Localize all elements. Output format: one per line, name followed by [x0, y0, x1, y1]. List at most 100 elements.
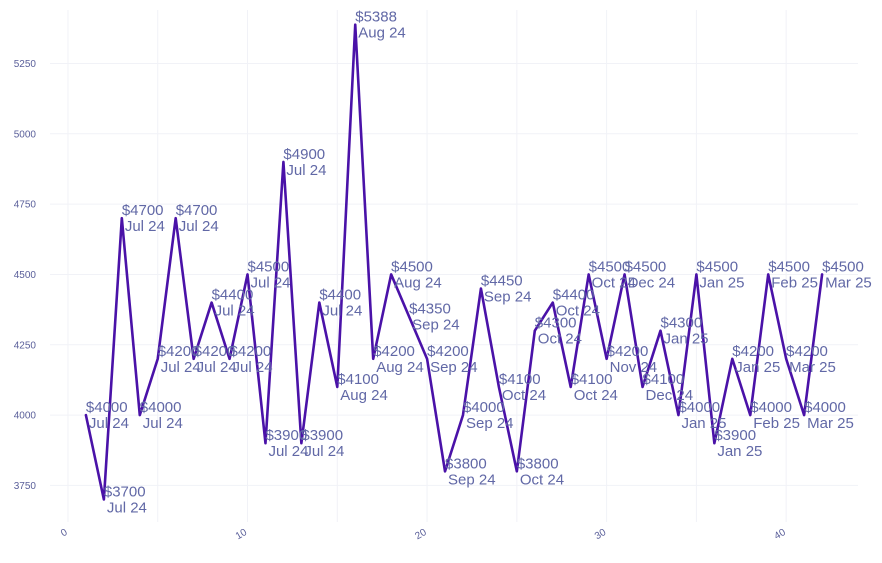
data-label-price: $4000 — [804, 399, 846, 416]
data-label-price: $5388 — [355, 9, 397, 26]
data-label-price: $4200 — [786, 343, 828, 360]
x-tick-label: 20 — [413, 527, 429, 542]
data-label-month: Jul 24 — [107, 499, 147, 516]
data-label-month: Oct 24 — [592, 274, 636, 291]
data-label-month: Aug 24 — [340, 387, 388, 404]
data-label-month: Jul 24 — [89, 415, 129, 432]
data-label-price: $3800 — [517, 455, 559, 472]
data-label-month: Jul 24 — [286, 162, 326, 179]
data-label-price: $4200 — [607, 343, 649, 360]
data-label-month: Jul 24 — [251, 274, 291, 291]
data-label-price: $3700 — [104, 483, 146, 500]
data-label-price: $4200 — [158, 343, 200, 360]
data-label-price: $4500 — [696, 258, 738, 275]
axis-ticks: 0 10 20 30 40 3750 4000 4250 4500 4750 5000 5250 — [14, 59, 788, 542]
data-label-month: Oct 24 — [520, 471, 564, 488]
data-label-price: $4700 — [122, 202, 164, 219]
data-label-price: $4400 — [319, 287, 361, 304]
y-tick-label: 4750 — [14, 200, 37, 211]
data-label-price: $4000 — [140, 399, 182, 416]
data-label-price: $4400 — [212, 287, 254, 304]
data-label-month: Mar 25 — [789, 359, 836, 376]
data-label-month: Sep 24 — [466, 415, 514, 432]
data-label-month: Sep 24 — [430, 359, 478, 376]
data-label-month: Jul 24 — [179, 218, 219, 235]
data-label-price: $3800 — [445, 455, 487, 472]
data-label-month: Jan 25 — [717, 443, 762, 460]
y-tick-label: 4500 — [14, 270, 37, 281]
data-label-price: $3900 — [301, 427, 343, 444]
data-label-price: $4200 — [194, 343, 236, 360]
data-label-price: $4700 — [176, 202, 218, 219]
data-label-month: Jul 24 — [125, 218, 165, 235]
data-label-price: $4200 — [230, 343, 272, 360]
y-tick-label: 3750 — [14, 481, 37, 492]
data-label-price: $4200 — [427, 343, 469, 360]
y-tick-label: 5000 — [14, 129, 37, 140]
data-label-price: $4000 — [463, 399, 505, 416]
data-label-price: $4500 — [248, 258, 290, 275]
data-label-price: $4000 — [86, 399, 128, 416]
data-label-month: Jan 25 — [699, 274, 744, 291]
data-label-price: $4500 — [589, 258, 631, 275]
data-label-month: Oct 24 — [538, 331, 582, 348]
data-label-price: $4450 — [481, 273, 523, 290]
data-label-month: Sep 24 — [484, 289, 532, 306]
y-tick-label: 5250 — [14, 59, 37, 70]
data-label-month: Jan 25 — [681, 415, 726, 432]
data-label-month: Feb 25 — [771, 274, 818, 291]
data-label-price: $4100 — [499, 371, 541, 388]
data-label-month: Jul 24 — [233, 359, 273, 376]
data-label-month: Aug 24 — [358, 25, 406, 42]
data-label-price: $4350 — [409, 301, 451, 318]
data-label-price: $4500 — [822, 258, 864, 275]
data-label-month: Dec 24 — [628, 274, 676, 291]
data-label-month: Oct 24 — [502, 387, 546, 404]
data-label-price: $4000 — [678, 399, 720, 416]
data-label-price: $4200 — [732, 343, 774, 360]
data-label-month: Jul 24 — [268, 443, 308, 460]
data-label-month: Jul 24 — [322, 303, 362, 320]
x-tick-label: 40 — [773, 527, 789, 542]
series-line-group — [84, 23, 824, 501]
series-line — [84, 23, 824, 501]
data-label-price: $4000 — [750, 399, 792, 416]
x-tick-label: 0 — [59, 527, 70, 540]
data-label-month: Dec 24 — [646, 387, 694, 404]
data-label-month: Jan 25 — [735, 359, 780, 376]
y-tick-label: 4250 — [14, 340, 37, 351]
data-label-month: Nov 24 — [610, 359, 658, 376]
data-label-month: Jul 24 — [161, 359, 201, 376]
data-label-price: $4100 — [571, 371, 613, 388]
data-label-price: $4500 — [625, 258, 667, 275]
data-label-price: $4500 — [391, 258, 433, 275]
data-label-price: $4100 — [337, 371, 379, 388]
data-label-month: Aug 24 — [376, 359, 424, 376]
data-label-price: $3900 — [714, 427, 756, 444]
data-label-month: Mar 25 — [825, 274, 872, 291]
data-label-month: Jul 24 — [197, 359, 237, 376]
data-label-month: Jul 24 — [215, 303, 255, 320]
data-label-month: Sep 24 — [412, 317, 460, 334]
x-tick-label: 30 — [593, 527, 609, 542]
data-label-price: $4900 — [283, 146, 325, 163]
data-label-month: Jul 24 — [143, 415, 183, 432]
data-label-price: $4500 — [768, 258, 810, 275]
data-label-month: Oct 24 — [574, 387, 618, 404]
data-label-price: $4100 — [643, 371, 685, 388]
x-tick-label: 10 — [234, 527, 250, 542]
data-label-month: Jan 25 — [663, 331, 708, 348]
data-label-month: Oct 24 — [556, 303, 600, 320]
data-label-price: $4300 — [660, 315, 702, 332]
data-label-month: Jul 24 — [304, 443, 344, 460]
data-label-month: Aug 24 — [394, 274, 442, 291]
data-label-price: $4400 — [553, 287, 595, 304]
data-label-month: Mar 25 — [807, 415, 854, 432]
data-label-month: Sep 24 — [448, 471, 496, 488]
y-tick-label: 4000 — [14, 411, 37, 422]
gridlines — [50, 10, 858, 522]
data-label-price: $3900 — [265, 427, 307, 444]
data-label-price: $4200 — [373, 343, 415, 360]
